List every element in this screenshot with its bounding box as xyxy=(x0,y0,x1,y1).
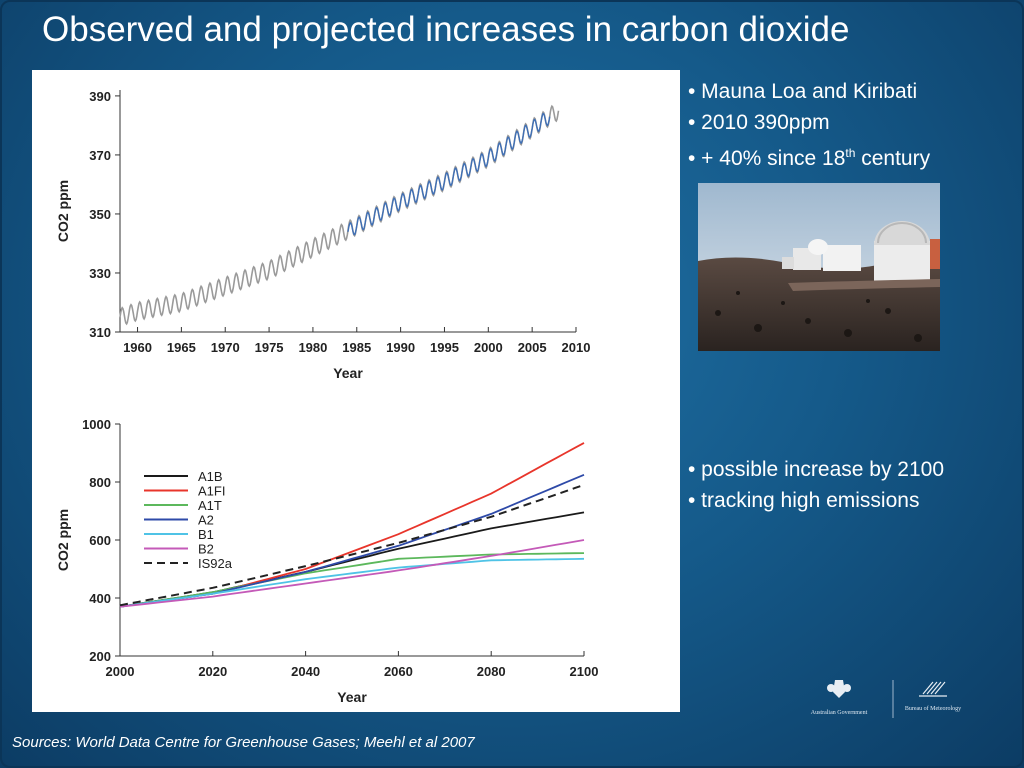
bullet-possible-increase: • possible increase by 2100 xyxy=(688,458,945,481)
x-tick-label: 2000 xyxy=(474,340,503,355)
projected-co2-chart: 2000 2020 2040 2060 2080 2100 200 400 600 800 1000… xyxy=(55,417,599,705)
legend-label-a1b: A1B xyxy=(198,469,223,484)
x-tick-label: 2100 xyxy=(570,664,599,679)
y-axis-label: CO2 ppm xyxy=(55,509,71,571)
observed-bullets: • Mauna Loa and Kiribati • 2010 390ppm •… xyxy=(688,76,930,174)
y-tick-label: 400 xyxy=(89,591,111,606)
series-line-a2 xyxy=(119,473,585,608)
y-tick-label: 310 xyxy=(89,325,111,340)
logo-right-text: Bureau of Meteorology xyxy=(905,705,961,712)
projection-bullets: • possible increase by 2100 • tracking h… xyxy=(688,454,944,516)
legend-label-is92a: IS92a xyxy=(198,556,233,571)
x-tick-label: 2005 xyxy=(518,340,547,355)
y-tick-label: 600 xyxy=(89,533,111,548)
x-tick-label: 2060 xyxy=(384,664,413,679)
x-axis-label: Year xyxy=(333,365,363,381)
legend-label-a1t: A1T xyxy=(198,498,222,513)
x-tick-label: 1985 xyxy=(342,340,371,355)
observed-co2-chart-panel: 1960 1965 1970 1975 1980 1985 1990 1995 2000 2005… xyxy=(32,70,680,406)
y-tick-label: 1000 xyxy=(82,417,111,432)
y-tick-label: 390 xyxy=(89,89,111,104)
bullet-increase: • + 40% since 18th century xyxy=(688,138,930,174)
bullet-increase-pre: • + 40% since 18 xyxy=(688,147,846,170)
y-tick-label: 200 xyxy=(89,649,111,664)
observatory-photo xyxy=(698,183,940,351)
legend-label-b2: B2 xyxy=(198,542,214,557)
series-line-b2 xyxy=(119,539,585,608)
bullet-2010-ppm: • 2010 390ppm xyxy=(688,111,830,134)
x-tick-label: 2010 xyxy=(562,340,591,355)
x-axis-label: Year xyxy=(337,689,367,705)
sources-footer: Sources: World Data Centre for Greenhous… xyxy=(12,734,475,751)
x-tick-label: 1990 xyxy=(386,340,415,355)
government-logos: Australian Government Bureau of Meteorol… xyxy=(811,680,961,718)
sources-label: Sources: xyxy=(12,734,72,751)
legend-label-b1: B1 xyxy=(198,527,214,542)
x-tick-label: 2040 xyxy=(291,664,320,679)
y-tick-label: 330 xyxy=(89,266,111,281)
x-tick-label: 1960 xyxy=(123,340,152,355)
series-line-is92a xyxy=(119,483,585,607)
projected-co2-chart-panel: 2000 2020 2040 2060 2080 2100 200 400 600 800 1000… xyxy=(32,406,680,712)
sources-text: World Data Centre for Greenhouse Gases; … xyxy=(71,734,475,751)
x-tick-label: 1975 xyxy=(255,340,284,355)
x-tick-label: 1970 xyxy=(211,340,240,355)
logo-left-text: Australian Government xyxy=(811,710,868,716)
bullet-tracking: • tracking high emissions xyxy=(688,489,920,512)
observed-series-line xyxy=(119,104,560,326)
x-tick-label: 2000 xyxy=(106,664,135,679)
legend-label-a1fi: A1FI xyxy=(198,484,225,499)
x-tick-label: 2080 xyxy=(477,664,506,679)
station-series-line xyxy=(347,112,551,236)
series-line-b1 xyxy=(119,557,585,608)
bullet-increase-post: century xyxy=(855,147,931,170)
x-tick-label: 1980 xyxy=(298,340,327,355)
y-axis-label: CO2 ppm xyxy=(55,180,71,242)
bureau-logo-icon xyxy=(919,681,947,697)
coat-of-arms-icon xyxy=(827,680,851,698)
y-tick-label: 370 xyxy=(89,148,111,163)
x-tick-label: 2020 xyxy=(198,664,227,679)
bullet-stations: • Mauna Loa and Kiribati xyxy=(688,80,918,103)
y-tick-label: 800 xyxy=(89,475,111,490)
x-tick-label: 1965 xyxy=(167,340,196,355)
bullet-increase-sup: th xyxy=(845,146,856,160)
y-tick-label: 350 xyxy=(89,207,111,222)
observed-co2-chart: 1960 1965 1970 1975 1980 1985 1990 1995 2000 2005… xyxy=(55,89,591,381)
x-tick-label: 1995 xyxy=(430,340,459,355)
legend-label-a2: A2 xyxy=(198,513,214,528)
slide-title: Observed and projected increases in carb… xyxy=(42,10,850,49)
series-line-a1t xyxy=(119,552,585,608)
